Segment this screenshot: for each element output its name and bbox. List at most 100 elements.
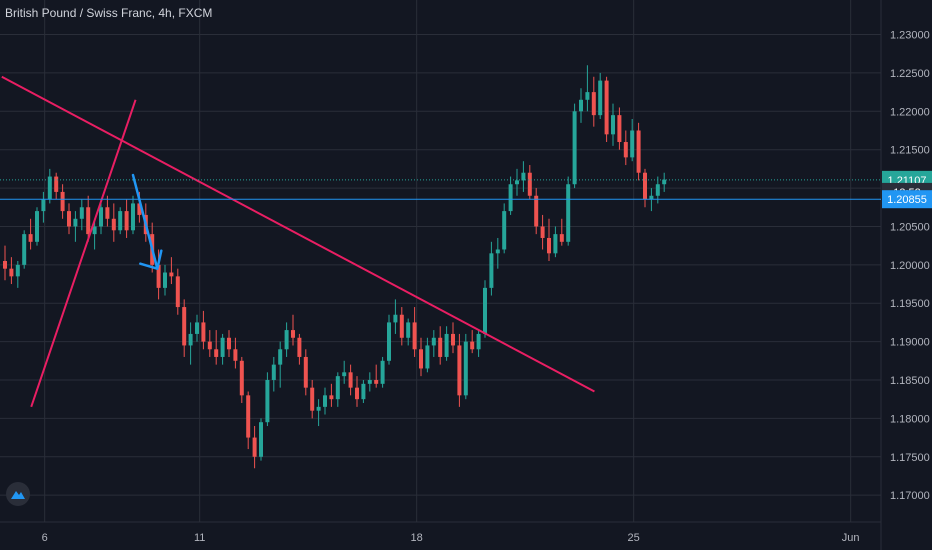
candle: [335, 372, 340, 407]
price-marker-label: 1.20855: [887, 194, 927, 206]
trendlines: [1, 75, 595, 408]
candle-body: [271, 364, 276, 380]
candle: [361, 379, 366, 404]
candle-body: [457, 345, 462, 396]
tradingview-logo-button[interactable]: [6, 482, 30, 506]
candle-body: [348, 372, 353, 388]
candle: [92, 218, 97, 250]
candle-body: [419, 349, 423, 369]
candle: [28, 218, 33, 250]
candle-body: [579, 99, 583, 112]
candlestick-series: [3, 65, 667, 469]
candle-body: [124, 211, 129, 231]
candle: [284, 322, 289, 357]
candle: [419, 337, 423, 377]
candle: [515, 168, 519, 196]
candle: [131, 195, 135, 235]
candle-body: [444, 333, 449, 357]
candle: [201, 310, 206, 350]
candle-body: [662, 179, 667, 185]
candle: [483, 280, 487, 338]
candle-body: [451, 333, 455, 346]
candle-body: [412, 322, 417, 350]
candle: [591, 76, 596, 127]
candle: [572, 103, 577, 189]
candle-body: [252, 437, 257, 457]
price-tick-label: 1.22500: [890, 68, 930, 80]
candle: [662, 172, 667, 192]
candle-body: [604, 80, 609, 135]
candle-body: [476, 333, 481, 350]
candle: [22, 230, 27, 269]
candle-body: [99, 207, 103, 227]
candle: [451, 322, 455, 354]
candle-body: [572, 111, 577, 185]
time-axis[interactable]: 6111825Jun8152225: [42, 532, 932, 544]
candle-body: [643, 172, 647, 200]
candle: [227, 330, 231, 357]
candle-body: [35, 211, 39, 242]
candle: [527, 165, 532, 200]
candle-body: [527, 172, 532, 196]
candle: [259, 418, 263, 461]
price-tick-label: 1.19500: [890, 298, 930, 310]
candle: [239, 356, 244, 404]
candle: [60, 184, 65, 219]
candle-body: [265, 379, 270, 423]
price-tick-label: 1.23000: [890, 30, 930, 42]
candle-body: [355, 387, 359, 400]
candle: [41, 191, 46, 223]
candle: [271, 356, 276, 392]
candle-body: [201, 322, 206, 342]
candle: [47, 168, 52, 204]
candle-body: [9, 268, 14, 277]
candle: [617, 107, 622, 150]
candle: [476, 330, 481, 357]
candle-body: [540, 226, 545, 238]
candle: [124, 199, 129, 238]
candle: [380, 356, 385, 388]
candle-body: [54, 176, 59, 192]
candle: [502, 203, 507, 254]
candle-body: [105, 207, 110, 219]
candle: [489, 241, 494, 296]
candle-body: [169, 272, 174, 277]
candle: [323, 387, 327, 415]
candle-body: [163, 272, 167, 288]
candle-body: [425, 345, 430, 369]
candle: [585, 65, 590, 112]
candle: [79, 199, 84, 231]
time-tick-label: 18: [411, 532, 423, 544]
mountain-logo-icon: [11, 491, 25, 499]
candle-body: [297, 337, 302, 357]
price-tick-label: 1.20000: [890, 260, 930, 272]
candle-body: [566, 184, 571, 242]
candle-body: [188, 333, 193, 346]
candle: [188, 322, 193, 365]
price-markers: 1.2110713:521.20855: [0, 170, 932, 209]
price-tick-label: 1.17000: [890, 490, 930, 502]
candle-body: [329, 395, 334, 400]
candle: [355, 376, 359, 407]
candle: [540, 214, 545, 250]
candle: [630, 118, 635, 162]
descending-trendline: [1, 75, 595, 393]
candle-body: [3, 261, 7, 269]
candle: [470, 330, 475, 354]
candle-body: [617, 115, 622, 143]
candle-body: [316, 406, 321, 411]
candle: [643, 168, 647, 208]
candle: [67, 203, 71, 235]
price-axis[interactable]: 1.230001.225001.220001.215001.210001.205…: [890, 30, 930, 503]
price-tick-label: 1.22000: [890, 106, 930, 118]
candle-body: [15, 264, 20, 277]
candle-body: [220, 337, 225, 357]
candle: [579, 88, 583, 123]
candle: [15, 261, 20, 288]
forecast-arrow-head: [139, 249, 163, 270]
chart-grid: [0, 0, 881, 522]
candle: [86, 195, 91, 242]
candle-body: [310, 387, 315, 411]
candle: [393, 299, 398, 334]
